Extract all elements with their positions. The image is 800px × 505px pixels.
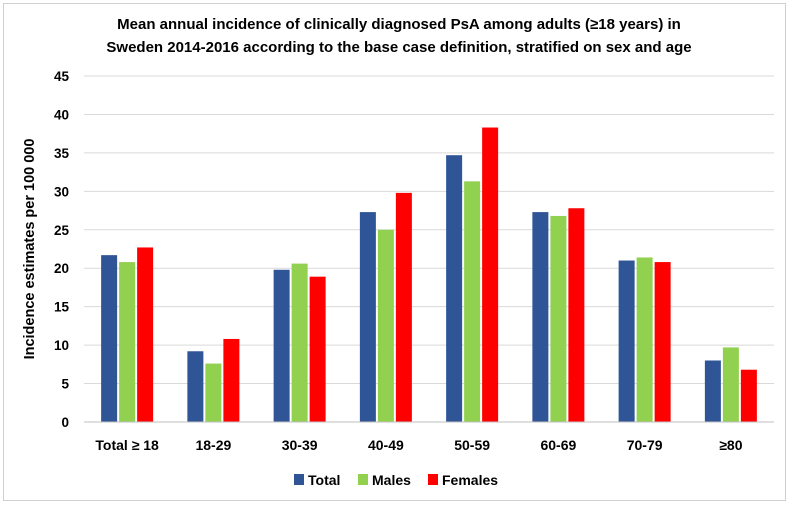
y-tick-label: 15: [54, 300, 70, 315]
x-category-label: 70-79: [627, 437, 663, 453]
y-axis-label: Incidence estimates per 100 000: [22, 139, 38, 360]
chart-title-line-1: Mean annual incidence of clinically diag…: [117, 16, 681, 33]
bar-females-6: [654, 262, 671, 422]
bar-females-1: [223, 338, 240, 422]
y-tick-label: 25: [54, 223, 70, 238]
y-axis-ticks: 0 5 10 15 20 25 30 35 40 45: [54, 69, 70, 430]
bar-females-3: [395, 192, 412, 422]
bar-males-6: [636, 257, 653, 422]
x-axis-categories: Total ≥ 18 18-29 30-39 40-49 50-59 60-69 70-79…: [95, 437, 742, 453]
bar-males-1: [205, 363, 222, 422]
bars: [101, 127, 757, 422]
x-category-label: ≥80: [719, 437, 742, 453]
chart-title-line-2: Sweden 2014-2016 according to the base c…: [106, 39, 691, 56]
bar-females-5: [568, 208, 585, 422]
bar-total-6: [618, 260, 635, 422]
bar-males-3: [377, 229, 394, 422]
bar-females-7: [740, 369, 757, 422]
x-category-label: 30-39: [282, 437, 318, 453]
y-tick-label: 5: [61, 377, 69, 392]
bar-total-5: [532, 212, 549, 422]
bar-males-2: [291, 263, 308, 422]
x-category-label: 40-49: [368, 437, 404, 453]
legend-label-total: Total: [308, 472, 340, 488]
bar-females-2: [309, 276, 326, 422]
gridlines: [84, 75, 774, 385]
bar-total-4: [446, 155, 463, 422]
bar-total-0: [101, 255, 118, 422]
bar-females-4: [482, 127, 499, 422]
bar-females-0: [137, 247, 154, 422]
bar-total-2: [273, 269, 290, 422]
bar-total-7: [704, 360, 721, 422]
y-tick-label: 30: [54, 184, 69, 199]
y-tick-label: 40: [54, 107, 69, 122]
bar-males-0: [119, 262, 136, 422]
y-tick-label: 35: [54, 146, 70, 161]
y-tick-label: 20: [54, 261, 69, 276]
legend-label-males: Males: [372, 472, 411, 488]
y-tick-label: 45: [54, 69, 70, 84]
bar-total-3: [359, 212, 376, 422]
bar-males-5: [550, 215, 567, 422]
x-category-label: 60-69: [540, 437, 576, 453]
legend-label-females: Females: [442, 472, 498, 488]
chart-frame: Mean annual incidence of clinically diag…: [3, 3, 786, 501]
y-tick-label: 0: [61, 415, 69, 430]
legend-swatch-total: [294, 474, 304, 485]
y-tick-label: 10: [54, 338, 69, 353]
bar-males-7: [722, 347, 739, 422]
legend: Total Males Females: [294, 472, 498, 488]
legend-swatch-females: [428, 474, 438, 485]
bar-total-1: [187, 351, 204, 422]
bar-males-4: [464, 181, 481, 422]
chart-svg: Mean annual incidence of clinically diag…: [22, 16, 774, 488]
legend-swatch-males: [358, 474, 368, 485]
x-category-label: 18-29: [195, 437, 231, 453]
x-category-label: 50-59: [454, 437, 490, 453]
x-category-label: Total ≥ 18: [95, 437, 159, 453]
